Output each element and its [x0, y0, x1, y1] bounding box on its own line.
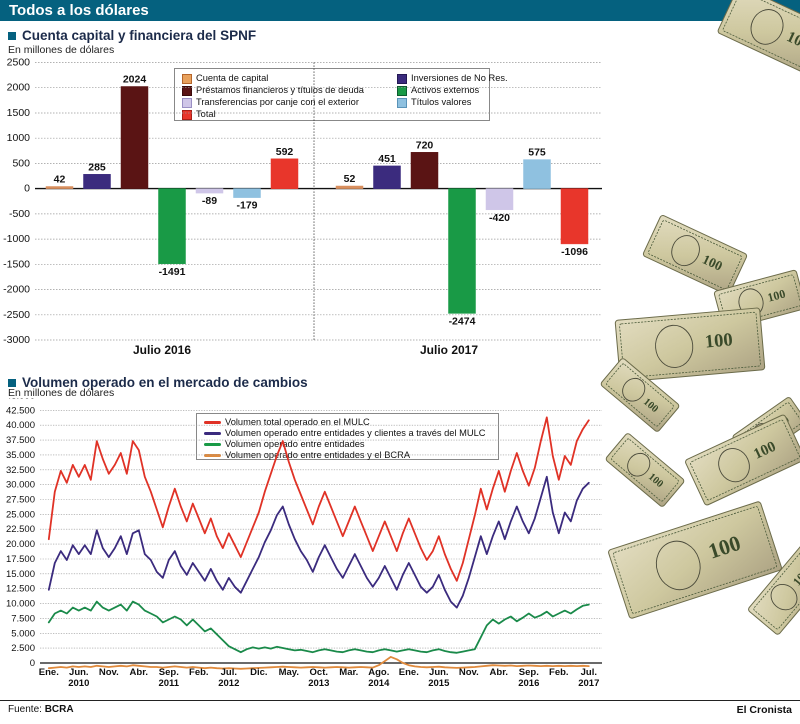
svg-text:100: 100 [704, 329, 734, 352]
